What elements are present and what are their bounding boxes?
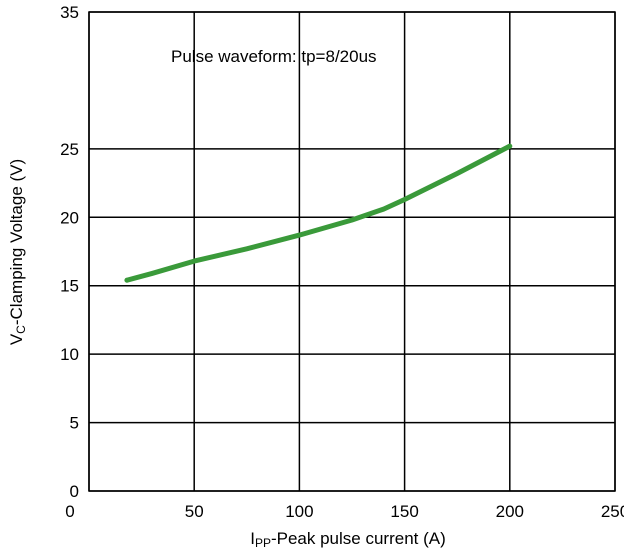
y-tick-label: 35 — [60, 3, 79, 22]
waveform-annotation: Pulse waveform: tp=8/20us — [171, 47, 377, 66]
y-tick-label: 0 — [70, 482, 79, 501]
y-axis-label-main: V — [7, 333, 26, 345]
x-tick-label: 50 — [185, 502, 204, 521]
plot-area — [88, 11, 616, 492]
x-axis-label: IPP-Peak pulse current (A) — [250, 529, 446, 550]
y-axis-label-rest: -Clamping Voltage (V) — [7, 159, 26, 325]
grid-lines — [88, 11, 616, 492]
x-axis-label-main: I — [250, 529, 255, 548]
x-tick-labels: 0 50 100 150 200 250 — [65, 502, 624, 521]
x-tick-label: 100 — [285, 502, 313, 521]
y-tick-label: 15 — [60, 277, 79, 296]
x-tick-label: 150 — [390, 502, 418, 521]
x-tick-label: 0 — [65, 502, 74, 521]
series-line — [124, 143, 513, 283]
x-tick-label: 200 — [496, 502, 524, 521]
y-tick-labels: 0 5 10 15 20 25 35 — [60, 3, 79, 501]
y-tick-label: 10 — [60, 345, 79, 364]
x-tick-label: 250 — [601, 502, 624, 521]
x-axis-label-rest: -Peak pulse current (A) — [271, 529, 446, 548]
y-axis-label-subscript: C — [14, 325, 28, 334]
x-axis-label-subscript: PP — [255, 536, 271, 550]
y-tick-label: 25 — [60, 140, 79, 159]
y-tick-label: 5 — [70, 414, 79, 433]
y-axis-label: VC-Clamping Voltage (V) — [7, 159, 28, 345]
y-tick-label: 20 — [60, 208, 79, 227]
series-layer — [124, 143, 513, 283]
